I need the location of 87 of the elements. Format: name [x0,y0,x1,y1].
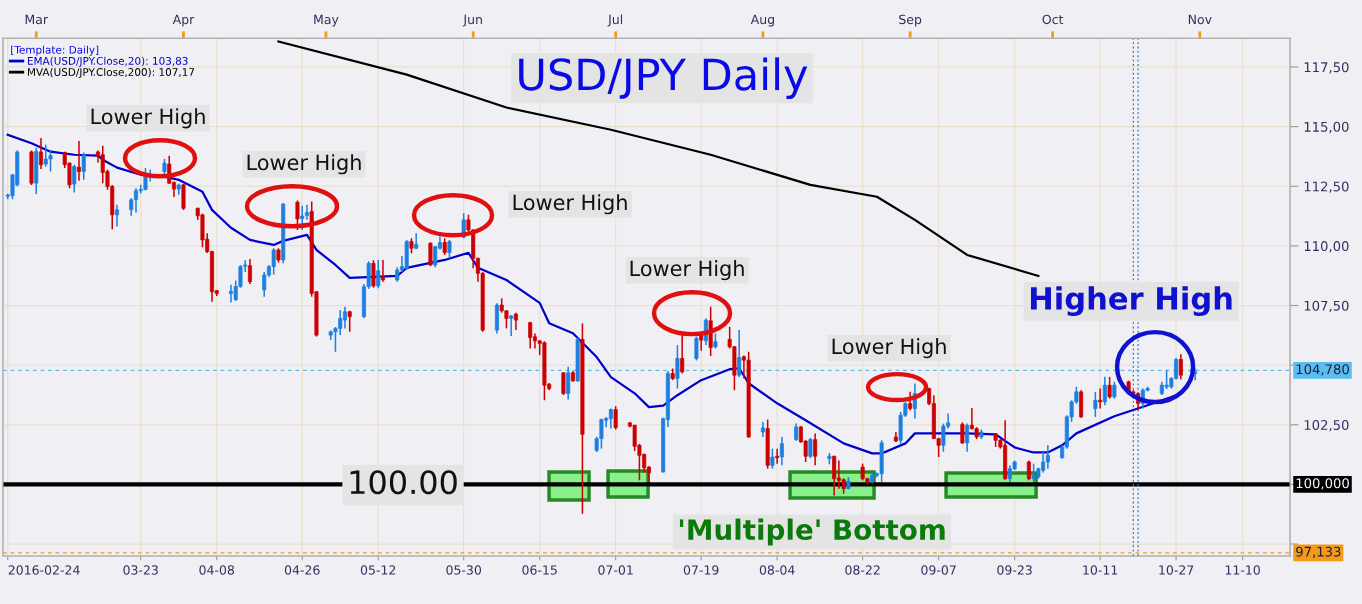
x-tick-label: 07-01 [598,565,633,575]
candlestick [1045,444,1050,470]
legend-title: [Template: Daily] [11,45,99,56]
x2-tick-label: Sep [899,14,922,27]
x-tick-label: 05-30 [446,565,482,575]
candlestick [295,199,300,231]
x2-tick-label: Apr [172,14,195,27]
x-tick-label: 10-11 [1083,565,1118,575]
y-tick-label: 102,50 [1304,420,1349,432]
candlestick [72,164,77,194]
candlestick [509,314,514,337]
candlestick [813,432,818,467]
candlestick [694,335,699,362]
x-tick-label: 07-19 [683,565,719,575]
ref-line-label: 97,133 [1296,546,1341,558]
x2-tick-label: Nov [1188,14,1212,25]
x-tick-label: 08-22 [845,565,880,575]
annotation: 'Multiple' Bottom [679,518,945,546]
annotation: Lower High [513,194,627,215]
x2-tick-label: May [314,14,339,27]
legend-label: EMA(USD/JPY.Close,20): 103,83 [27,56,188,67]
candlestick [779,436,784,467]
x2-tick-label: Mar [25,14,49,25]
candlestick [371,259,376,289]
candlestick [528,320,533,350]
x-tick-label: 11-10 [1225,565,1260,575]
annotation: Lower High [832,338,946,359]
candlestick [81,151,86,181]
candlestick [376,259,381,290]
x-tick-label: 05-12 [360,565,396,575]
annotation: Higher High [1031,286,1232,317]
candlestick [566,366,571,401]
y-tick-label: 112,50 [1304,181,1349,193]
candlestick [1098,387,1103,410]
x-tick-label: 09-07 [921,565,956,575]
candlestick [300,205,305,231]
legend-label: MVA(USD/JPY.Close,200): 107,17 [27,67,195,78]
candlestick [737,329,742,378]
candlestick [304,204,309,221]
candlestick [38,137,43,170]
candlestick [414,232,419,250]
x-tick-label: 2016-02-24 [8,565,80,575]
x-tick-label: 04-26 [284,565,320,575]
candlestick [680,334,685,375]
y-tick-label: 107,50 [1304,300,1349,313]
candlestick [675,344,680,390]
annotation: Lower High [91,108,205,129]
candlestick [114,204,119,228]
annotation: Lower High [247,154,361,175]
candlestick [271,247,276,276]
candlestick [775,447,780,465]
chart-title: USD/JPY Daily [519,57,808,100]
candlestick [1178,353,1183,381]
x2-tick-label: Jun [462,14,482,27]
candlestick [908,391,913,412]
x-tick-label: 09-23 [997,565,1032,575]
candlestick [832,455,837,497]
candlestick [247,258,252,285]
candlestick [342,305,347,330]
y-tick-label: 115,00 [1304,121,1349,134]
x-tick-label: 08-04 [759,565,795,575]
annotation: Lower High [630,260,744,281]
y-tick-label: 117,50 [1304,62,1349,74]
candlestick [380,259,385,283]
x-tick-label: 10-27 [1159,565,1194,575]
candlestick [1102,376,1107,406]
x2-tick-label: Aug [750,14,774,27]
x2-tick-label: Jul [607,14,623,27]
x-tick-label: 04-08 [199,565,235,575]
candlestick [447,239,452,260]
candlestick [770,447,775,470]
candlestick [561,371,566,396]
x-tick-label: 03-23 [123,565,158,575]
candlestick [965,422,970,453]
candlestick [960,421,965,445]
candlestick [1107,376,1112,400]
x-tick-label: 06-15 [522,565,557,575]
candlestick [181,183,186,211]
candlestick [76,140,81,182]
candlestick [613,405,618,431]
y-tick-label: 110,00 [1304,241,1349,253]
candlestick [1093,391,1098,418]
ref-line-label: 100,000 [1296,478,1349,490]
annotation: 100.00 [350,470,457,495]
candlestick [808,437,813,459]
x2-tick-label: Oct [1042,14,1064,25]
ref-line-label: 104,780 [1296,364,1349,376]
